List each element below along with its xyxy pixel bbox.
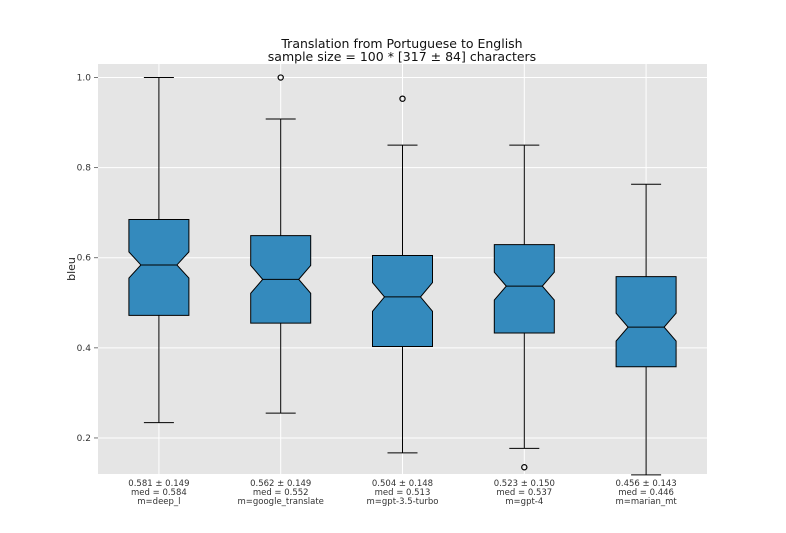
x-category-label: med = 0.537 — [496, 488, 552, 498]
x-category-label: med = 0.552 — [253, 488, 309, 498]
x-category-label: m=gpt-3.5-turbo — [367, 497, 439, 507]
notched-box — [128, 218, 190, 316]
box-group — [250, 74, 312, 414]
x-category-label: m=google_translate — [237, 497, 323, 507]
x-category-label: m=gpt-4 — [505, 497, 543, 507]
box-group — [493, 144, 555, 471]
box-group — [128, 77, 190, 424]
outlier-point — [399, 95, 406, 102]
x-category-label: m=marian_mt — [615, 497, 677, 507]
box-group — [372, 95, 433, 454]
y-tick-label: 0.8 — [77, 164, 92, 174]
x-category-label: med = 0.584 — [131, 488, 187, 498]
y-tick-label: 0.4 — [77, 344, 92, 354]
outlier-point — [277, 74, 284, 81]
x-category-label: med = 0.446 — [618, 488, 674, 498]
x-category-label: 0.456 ± 0.143 — [615, 479, 676, 489]
y-tick-label: 0.2 — [77, 434, 91, 444]
x-category-label: 0.562 ± 0.149 — [250, 479, 311, 489]
outlier-point — [521, 464, 528, 471]
x-category-label: med = 0.513 — [375, 488, 431, 498]
y-axis-label: bleu — [65, 257, 78, 281]
y-tick-label: 1.0 — [77, 74, 92, 84]
x-category-label: 0.581 ± 0.149 — [128, 479, 189, 489]
box-group — [615, 183, 677, 476]
y-tick-label: 0.6 — [77, 254, 92, 264]
notched-box — [372, 254, 433, 347]
boxes — [128, 74, 677, 476]
notched-box — [615, 276, 677, 368]
chart-subtitle: sample size = 100 * [317 ± 84] character… — [268, 49, 536, 64]
y-axis-ticks: 0.2 0.4 0.6 0.8 1.0 — [77, 74, 98, 444]
x-category-label: m=deep_l — [137, 497, 180, 507]
notched-box — [493, 244, 555, 334]
x-category-label: 0.523 ± 0.150 — [494, 479, 555, 489]
chart-title: Translation from Portuguese to English — [280, 36, 522, 51]
x-category-label: 0.504 ± 0.148 — [372, 479, 433, 489]
